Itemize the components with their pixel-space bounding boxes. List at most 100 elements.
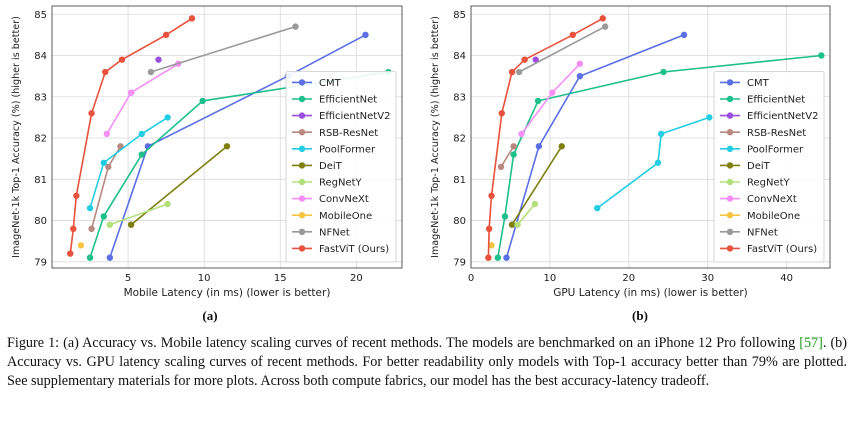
series-rsb-resnet bbox=[497, 143, 517, 171]
legend-swatch-marker bbox=[298, 95, 306, 103]
data-point bbox=[88, 225, 95, 233]
y-tick-label: 85 bbox=[34, 10, 47, 21]
legend-label: CMT bbox=[319, 78, 342, 89]
data-point bbox=[147, 68, 155, 76]
data-point bbox=[569, 31, 576, 39]
legend-swatch-marker bbox=[298, 245, 306, 252]
y-tick-label: 85 bbox=[453, 10, 466, 21]
data-point bbox=[534, 97, 542, 105]
data-point bbox=[558, 143, 565, 150]
data-point bbox=[508, 68, 516, 76]
data-point bbox=[118, 56, 126, 63]
x-tick-label: 20 bbox=[350, 273, 363, 284]
legend-label: EfficientNet bbox=[747, 95, 805, 106]
chart-panel-2: 0 10 20 30 40 79 80 81 82 83 84 85 GPU Latency (in m… bbox=[430, 5, 831, 299]
legend-label: EfficientNetV2 bbox=[747, 111, 818, 122]
panel-label-a: (a) bbox=[202, 308, 217, 323]
legend-swatch-marker bbox=[726, 245, 734, 252]
data-point bbox=[106, 221, 114, 228]
y-tick-label: 81 bbox=[453, 175, 466, 186]
series-regnety bbox=[106, 200, 171, 228]
y-tick-label: 82 bbox=[34, 134, 47, 145]
series-efficientnetv2 bbox=[532, 56, 539, 63]
series-deit bbox=[508, 143, 565, 228]
legend-label: DeiT bbox=[747, 161, 771, 172]
data-point bbox=[510, 151, 517, 158]
x-tick-label: 5 bbox=[125, 273, 131, 284]
legend-label: NFNet bbox=[747, 227, 778, 238]
legend-box bbox=[285, 71, 397, 263]
y-tick-label: 82 bbox=[453, 134, 466, 145]
citation-link[interactable]: 57 bbox=[803, 335, 819, 351]
legend-label: PoolFormer bbox=[319, 144, 376, 155]
x-tick-label: 30 bbox=[701, 273, 714, 284]
plot-frame bbox=[470, 5, 831, 269]
legend-swatch-marker bbox=[298, 112, 306, 119]
series-line bbox=[89, 116, 169, 209]
chart-panel-1: 5 10 15 20 79 80 81 82 83 84 85 Mobile Latency (in … bbox=[11, 5, 403, 299]
series-line bbox=[69, 17, 193, 254]
series-line bbox=[487, 17, 604, 258]
legend-swatch-marker bbox=[298, 212, 306, 219]
data-point bbox=[88, 110, 95, 117]
data-point bbox=[654, 159, 662, 166]
data-point bbox=[73, 192, 80, 199]
data-point bbox=[102, 68, 109, 76]
legend-label: MobileOne bbox=[319, 211, 372, 222]
legend-swatch-marker bbox=[298, 129, 306, 136]
legend-label: RSB-ResNet bbox=[319, 128, 378, 139]
data-point bbox=[494, 254, 502, 261]
legend-label: ConvNeXt bbox=[747, 194, 797, 205]
legend-label: FastViT (Ours) bbox=[747, 244, 817, 255]
series-nfnet bbox=[147, 23, 299, 76]
data-point bbox=[521, 56, 528, 63]
data-point bbox=[362, 31, 369, 39]
data-point bbox=[576, 72, 584, 80]
legend: CMT EfficientNet EfficientNetV2 RSB-ResNet P… bbox=[285, 71, 397, 263]
legend-swatch-marker bbox=[298, 162, 306, 169]
legend-swatch-marker bbox=[298, 145, 306, 152]
data-point bbox=[488, 242, 495, 249]
data-point bbox=[515, 68, 523, 76]
x-tick-label: 0 bbox=[468, 273, 474, 284]
legend-swatch-marker bbox=[726, 178, 734, 186]
data-point bbox=[485, 254, 492, 261]
legend-swatch-marker bbox=[298, 79, 306, 86]
legend-label: RegNetY bbox=[747, 178, 791, 189]
legend-label: MobileOne bbox=[747, 211, 800, 222]
data-point bbox=[599, 15, 606, 22]
legend-swatch-marker bbox=[298, 195, 306, 202]
data-point bbox=[127, 221, 135, 228]
x-tick-label: 10 bbox=[544, 273, 557, 284]
data-point bbox=[138, 130, 145, 138]
legend-label: RegNetY bbox=[319, 178, 363, 189]
series-line bbox=[109, 203, 168, 226]
y-tick-label: 83 bbox=[34, 92, 47, 103]
data-point bbox=[164, 114, 171, 121]
data-point bbox=[497, 163, 505, 171]
legend-swatch-marker bbox=[726, 228, 734, 235]
legend-label: RSB-ResNet bbox=[747, 128, 806, 139]
series-poolformer bbox=[594, 114, 713, 212]
legend-swatch-marker bbox=[726, 162, 734, 169]
series-fastvit-ours bbox=[67, 15, 196, 257]
legend-box bbox=[713, 71, 825, 263]
data-point bbox=[485, 225, 493, 233]
series-fastvit-ours bbox=[485, 15, 606, 261]
legend-swatch-marker bbox=[726, 95, 734, 103]
legend-label: FastViT (Ours) bbox=[319, 244, 389, 255]
legend-label: EfficientNet bbox=[319, 95, 377, 106]
data-point bbox=[498, 110, 505, 117]
data-point bbox=[657, 130, 665, 138]
legend-label: ConvNeXt bbox=[319, 194, 369, 205]
data-point bbox=[576, 60, 584, 67]
y-tick-label: 79 bbox=[34, 257, 47, 268]
figure: 5 10 15 20 79 80 81 82 83 84 85 Mobile Latency (in … bbox=[11, 5, 831, 323]
x-tick-label: 40 bbox=[780, 273, 793, 284]
series-poolformer bbox=[86, 114, 171, 212]
data-point bbox=[549, 89, 556, 96]
data-point bbox=[199, 97, 206, 105]
x-axis-label: GPU Latency (in ms) (lower is better) bbox=[553, 287, 748, 299]
series-nfnet bbox=[515, 23, 609, 76]
data-point bbox=[86, 254, 94, 261]
